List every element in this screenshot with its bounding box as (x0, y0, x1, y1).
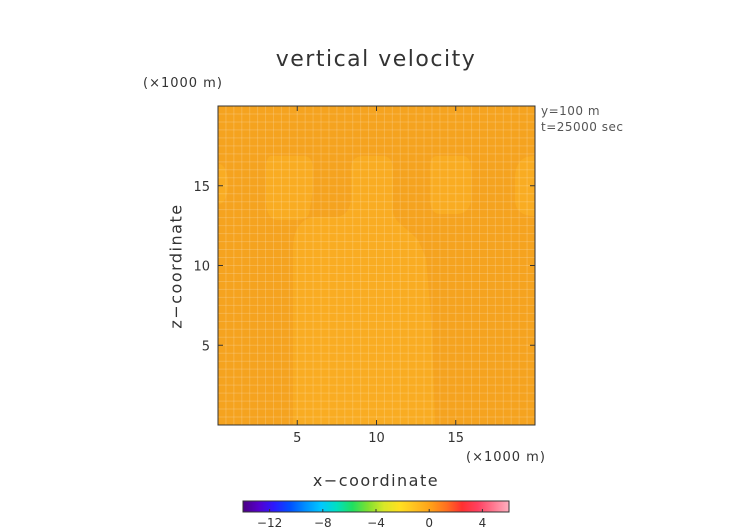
colorbar-tick-label: −8 (314, 516, 332, 530)
anomaly-region-5 (515, 156, 534, 216)
y-tick-label: 10 (193, 260, 210, 275)
colorbar-tick-label: 0 (425, 516, 433, 530)
x-tick-label: 15 (447, 431, 464, 446)
anomaly-region-2 (266, 156, 313, 220)
y-scale-note: (×1000 m) (143, 76, 223, 91)
chart-title: vertical velocity (275, 47, 477, 72)
x-tick-label: 10 (368, 431, 385, 446)
y-tick-label: 5 (202, 339, 210, 354)
x-tick-label: 5 (293, 431, 301, 446)
colorbar-tick-label: −4 (367, 516, 385, 530)
anomaly-region-3 (430, 156, 471, 214)
x-scale-note: (×1000 m) (466, 450, 546, 465)
anomaly-region-1 (293, 156, 435, 425)
info-y-position: y=100 m (541, 104, 601, 118)
y-tick-label: 15 (193, 180, 210, 195)
colorbar-tick-label: 4 (479, 516, 487, 530)
x-axis-label: x−coordinate (312, 471, 440, 490)
info-time: t=25000 sec (541, 120, 624, 134)
anomaly-region-4 (219, 164, 228, 204)
colorbar-tick-label: −12 (257, 516, 282, 530)
